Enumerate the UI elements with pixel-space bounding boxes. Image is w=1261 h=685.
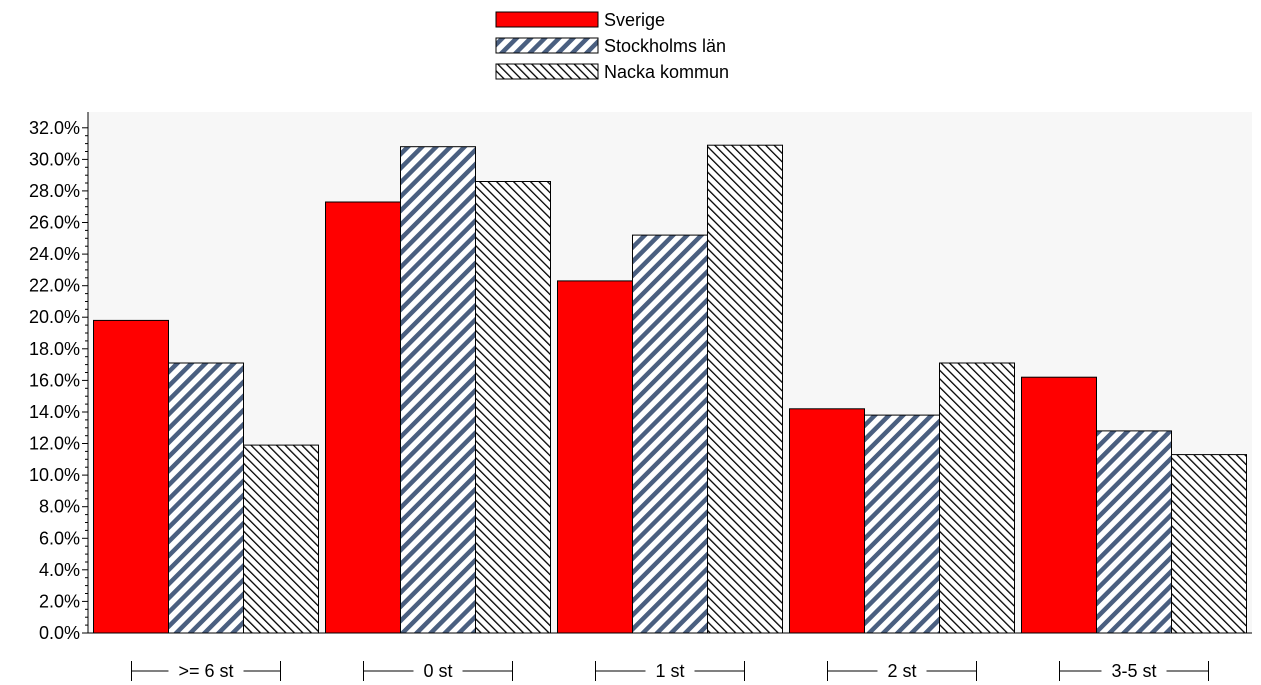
y-tick-label: 22.0% [29, 276, 80, 296]
y-tick-label: 24.0% [29, 244, 80, 264]
y-tick-label: 10.0% [29, 465, 80, 485]
y-tick-label: 12.0% [29, 434, 80, 454]
bars-group [93, 144, 1247, 634]
legend-label-sverige: Sverige [604, 10, 665, 30]
bar-stockholms-l-n-0-st [400, 146, 476, 634]
x-category-bracket [363, 661, 513, 681]
bar-sverige-3-5-st [1021, 376, 1097, 634]
bar-stockholms-l-n-3-5-st [1096, 430, 1172, 634]
y-tick-label: 2.0% [39, 591, 80, 611]
x-category-bracket [827, 661, 977, 681]
legend-label-nacka-kommun: Nacka kommun [604, 62, 729, 82]
y-tick-label: 8.0% [39, 497, 80, 517]
bar-nacka-kommun-3-5-st [1171, 454, 1247, 634]
legend-item-sverige: Sverige [495, 10, 665, 30]
y-tick-label: 20.0% [29, 307, 80, 327]
legend-label-stockholms-lan: Stockholms län [604, 36, 726, 56]
x-tick-label-6-st: >= 6 st [178, 661, 233, 681]
bar-nacka-kommun-2-st [939, 362, 1015, 634]
bar-sverige-6-st [93, 319, 169, 634]
y-tick-label: 4.0% [39, 560, 80, 580]
y-tick-label: 6.0% [39, 528, 80, 548]
y-axis: 0.0% 2.0% 4.0% 6.0% 8.0% 10.0% 12.0% 14.0% 16.0%… [29, 112, 89, 643]
legend-item-nacka-kommun: Nacka kommun [495, 62, 729, 82]
bar-nacka-kommun-1-st [707, 144, 783, 634]
y-tick-label: 28.0% [29, 181, 80, 201]
x-tick-label-3-5-st: 3-5 st [1111, 661, 1156, 681]
y-tick-label: 18.0% [29, 339, 80, 359]
legend-swatch-stockholms-lan [495, 37, 599, 54]
bar-sverige-2-st [789, 408, 865, 634]
x-category-bracket [1059, 661, 1209, 681]
x-tick-label-0-st: 0 st [423, 661, 452, 681]
bar-sverige-0-st [325, 201, 401, 634]
y-tick-label: 30.0% [29, 149, 80, 169]
y-tick-label: 0.0% [39, 623, 80, 643]
bar-stockholms-l-n-1-st [632, 234, 708, 634]
legend-swatch-sverige [495, 11, 599, 28]
y-tick-label: 26.0% [29, 213, 80, 233]
legend-swatch-nacka-kommun [495, 63, 599, 80]
bar-nacka-kommun-0-st [475, 181, 551, 634]
x-category-bracket [131, 661, 281, 681]
bar-stockholms-l-n-6-st [168, 362, 244, 634]
bar-sverige-1-st [557, 280, 633, 634]
x-tick-label-1-st: 1 st [655, 661, 684, 681]
y-tick-label: 16.0% [29, 370, 80, 390]
y-tick-label: 14.0% [29, 402, 80, 422]
x-axis: >= 6 st 0 st 1 st 2 st 3-5 st [88, 632, 1252, 681]
y-tick-label: 32.0% [29, 118, 80, 138]
x-tick-label-2-st: 2 st [887, 661, 916, 681]
legend-item-stockholms-lan: Stockholms län [495, 36, 726, 56]
bar-nacka-kommun-6-st [243, 444, 319, 634]
legend: Sverige Stockholms län Nacka kommun [495, 10, 729, 82]
x-category-bracket [595, 661, 745, 681]
bar-stockholms-l-n-2-st [864, 414, 940, 634]
